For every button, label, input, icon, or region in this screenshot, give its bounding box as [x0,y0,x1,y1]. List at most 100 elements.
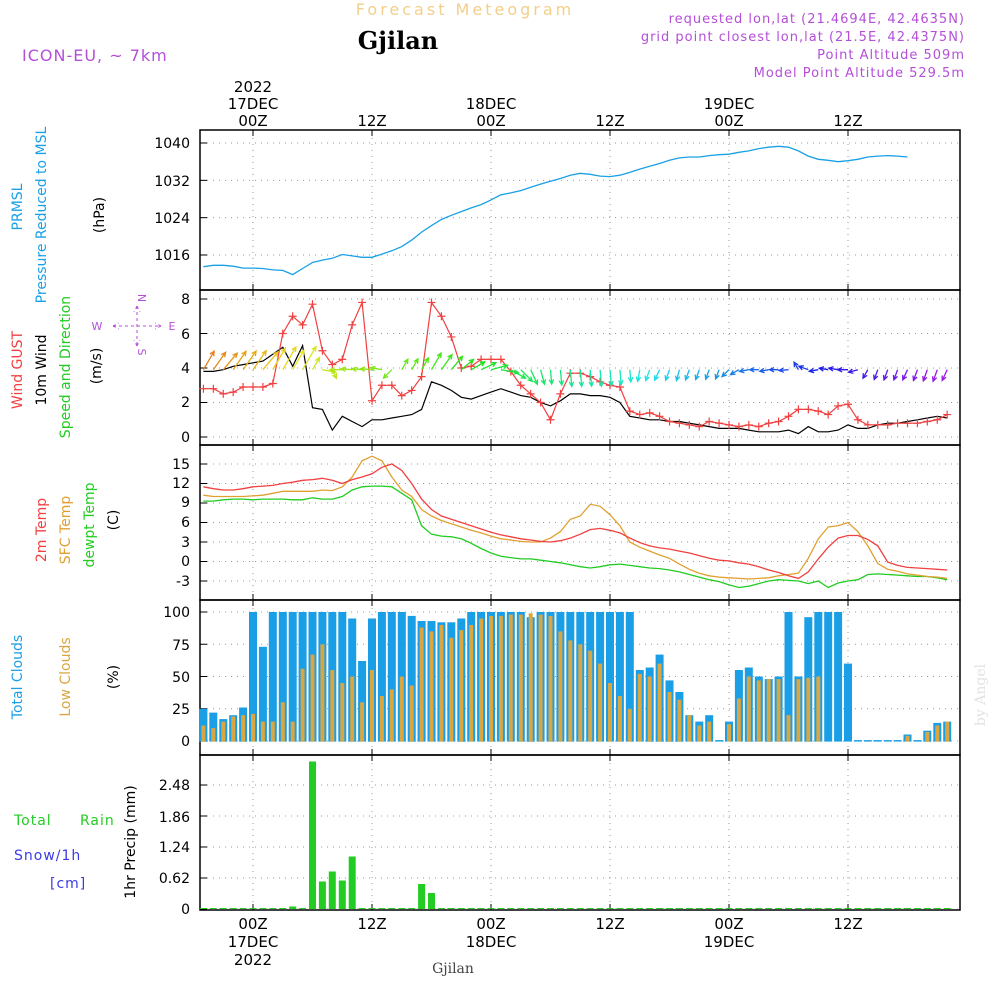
wind-direction-arrow [578,369,585,388]
total-cloud-bar [209,712,218,742]
wind-direction-arrow [548,369,555,386]
wind-direction-arrow [758,367,769,374]
rain-bar [785,908,792,909]
wind-direction-arrow [862,369,869,380]
rain-bar [388,908,396,909]
wind-tick: 8 [181,292,190,308]
wind-direction-arrow [212,351,227,371]
cloud-unit: (%) [106,665,122,689]
wind-tick: 4 [181,361,190,377]
wind-direction-arrow [510,369,527,380]
compass-west: W [92,320,103,333]
top-hour-label: 00Z [714,112,743,130]
low-cloud-bar [776,679,781,742]
rain-bar [338,880,346,909]
total-cloud-bar [249,612,257,742]
rain-bar [309,761,316,909]
rain-bar [289,906,297,909]
wind-direction-arrow [694,369,700,381]
gust-marker [903,419,912,428]
total-cloud-bar [853,740,862,742]
rain-bar [209,908,217,909]
gust-marker [278,329,287,338]
gust-marker [328,360,337,369]
wind-direction-arrow [873,369,879,381]
gust-marker [318,346,327,355]
temp-unit: (C) [106,510,122,531]
wind-direction-arrow [674,369,681,382]
wind-direction-arrow [882,369,889,382]
rain-bar [646,908,654,909]
precip-tick: 2.48 [159,778,190,794]
low-cloud-bar [340,683,345,742]
low-cloud-bar [617,695,622,742]
low-cloud-bar [241,715,246,742]
precip-tick: 1.24 [159,840,190,856]
gust-marker [873,420,882,429]
total-cloud-bar [358,661,367,742]
rain-bar [804,908,812,909]
low-cloud-label: Low Clouds [58,637,74,716]
rain-bar [348,856,356,909]
gust-marker [834,401,843,410]
wind-label: 10m Wind [34,334,50,405]
rain-bar [527,908,535,909]
rain-bar [318,881,326,909]
gust-marker [308,300,317,309]
rain-bar [368,908,376,909]
rain-bar [279,908,287,909]
wind-direction-arrow [635,369,642,383]
low-cloud-bar [528,613,533,742]
sfc-label: SFC Temp [58,496,74,565]
gust-marker [546,415,555,424]
gust-label: Wind GUST [10,330,26,409]
temp-tick: -3 [176,574,190,590]
rain-bar [447,908,455,909]
gust-marker [625,407,634,416]
low-cloud-bar [806,677,811,742]
low-cloud-bar [697,725,702,742]
low-cloud-bar [439,624,444,742]
cloud-tick: 100 [163,605,190,621]
top-time-axis: 2022 17DEC 00Z 12Z 18DEC 00Z 12Z 19DEC 0… [228,78,863,130]
wind-direction-arrow [748,367,759,373]
wind-direction-arrow [480,362,498,371]
temp-tick: 12 [172,476,190,492]
gust-marker [496,355,505,364]
gust-marker [219,389,228,398]
gust-marker [655,412,664,421]
rain-bar [854,908,862,909]
low-cloud-bar [598,663,603,742]
low-cloud-bar [637,673,642,742]
pressure-label-1: PRMSL [10,183,26,230]
gust-marker [199,384,208,393]
wind-direction-arrow [539,369,547,386]
rain-bar [745,908,753,909]
low-cloud-bar [459,630,464,742]
bottom-hour-label: 12Z [833,915,862,933]
wind-direction-arrow [530,369,539,386]
gust-marker [447,332,456,341]
signature: by Angel [973,663,989,726]
rain-bar [547,908,554,909]
t2m-label: 2m Temp [34,498,50,562]
wind-direction-arrow [411,357,419,371]
wind-direction-arrow [421,356,430,371]
wind-direction-arrow [202,350,215,371]
direction-label: Speed and Direction [58,296,74,438]
pressure-tick: 1016 [154,248,190,264]
gust-line [203,300,948,428]
wind-unit: (m/s) [89,348,105,385]
rain-bar [616,908,624,909]
sfc-temp-line [203,455,948,580]
low-cloud-bar [756,680,761,742]
low-cloud-bar [766,679,771,742]
footer-location: Gjilan [432,961,474,977]
wind-direction-arrow [807,367,819,374]
wind-direction-arrow [627,369,634,384]
temp-y-ticks: 15 12 9 6 3 0 -3 [172,457,190,590]
pressure-tick: 1024 [154,211,190,227]
rain-bar [586,908,594,909]
wind-direction-arrow [440,353,453,371]
